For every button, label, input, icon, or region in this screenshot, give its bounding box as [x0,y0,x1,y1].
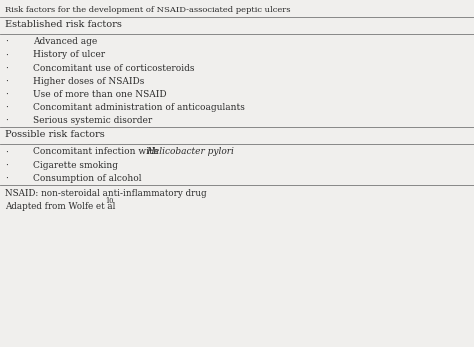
Text: ·: · [5,103,8,112]
Text: 10: 10 [105,197,113,205]
Text: ·: · [5,50,8,59]
Text: Concomitant administration of anticoagulants: Concomitant administration of anticoagul… [33,103,245,112]
Text: Concomitant use of corticosteroids: Concomitant use of corticosteroids [33,64,195,73]
Text: ·: · [5,147,8,156]
Text: Helicobacter pylori: Helicobacter pylori [146,147,234,156]
Text: Serious systemic disorder: Serious systemic disorder [33,116,153,125]
Text: Concomitant infection with: Concomitant infection with [33,147,162,156]
Text: Consumption of alcohol: Consumption of alcohol [33,174,142,183]
Text: ·: · [5,90,8,99]
Text: Adapted from Wolfe et al: Adapted from Wolfe et al [5,202,115,211]
Text: Use of more than one NSAID: Use of more than one NSAID [33,90,167,99]
Text: History of ulcer: History of ulcer [33,50,105,59]
Text: Advanced age: Advanced age [33,37,98,46]
Text: Cigarette smoking: Cigarette smoking [33,161,118,170]
Text: ·: · [5,77,8,86]
Text: Higher doses of NSAIDs: Higher doses of NSAIDs [33,77,145,86]
Text: ·: · [5,161,8,170]
Text: Established risk factors: Established risk factors [5,20,122,29]
Text: NSAID: non-steroidal anti-inflammatory drug: NSAID: non-steroidal anti-inflammatory d… [5,189,206,198]
Text: ·: · [5,116,8,125]
Text: ·: · [5,37,8,46]
Text: ·: · [5,174,8,183]
Text: ·: · [5,64,8,73]
Text: Possible risk factors: Possible risk factors [5,130,104,139]
Text: Risk factors for the development of NSAID-associated peptic ulcers: Risk factors for the development of NSAI… [5,6,290,14]
